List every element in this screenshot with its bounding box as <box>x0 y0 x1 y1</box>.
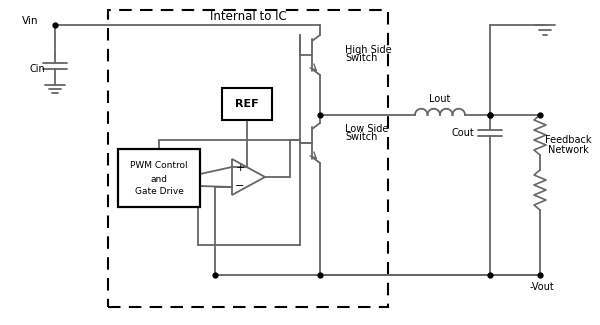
Text: PWM Control: PWM Control <box>130 161 188 170</box>
Text: Vin: Vin <box>22 16 38 26</box>
Text: Internal to IC: Internal to IC <box>209 10 286 23</box>
Text: Cin: Cin <box>29 64 45 74</box>
Text: Low Side: Low Side <box>345 124 388 134</box>
Bar <box>118 149 200 207</box>
Text: REF: REF <box>235 99 259 109</box>
Bar <box>222 88 272 120</box>
Text: Feedback: Feedback <box>545 135 591 145</box>
Text: Switch: Switch <box>345 53 377 63</box>
Text: Lout: Lout <box>430 94 451 104</box>
Text: −: − <box>235 181 245 191</box>
Bar <box>108 10 388 307</box>
Text: Cout: Cout <box>451 128 474 138</box>
Text: Gate Drive: Gate Drive <box>134 188 184 197</box>
Text: -Vout: -Vout <box>530 282 554 292</box>
Text: Network: Network <box>548 145 589 155</box>
Text: and: and <box>151 175 167 184</box>
Text: Switch: Switch <box>345 132 377 142</box>
Text: High Side: High Side <box>345 45 392 55</box>
Text: +: + <box>235 163 245 173</box>
